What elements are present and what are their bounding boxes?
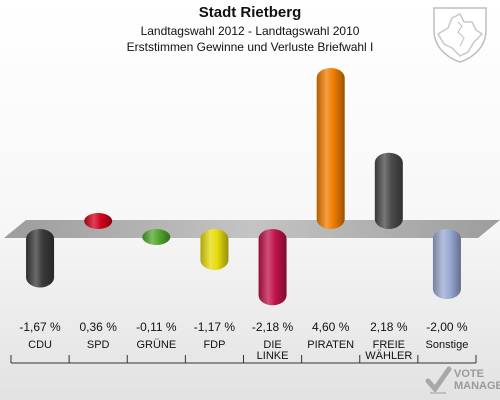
value-label: -1,17 %	[194, 320, 236, 334]
value-label: -0,11 %	[136, 320, 177, 334]
category-label: PIRATEN	[307, 339, 354, 351]
category-label: SPD	[87, 339, 110, 351]
watermark-line-1: VOTE	[454, 368, 484, 380]
bar-fdp	[200, 229, 229, 270]
bar-die-linke	[258, 229, 287, 306]
category-label: Sonstige	[426, 339, 469, 351]
category-label: DIE	[263, 339, 281, 351]
watermark-line-2: MANAGER	[454, 380, 500, 392]
bars-group	[26, 68, 461, 306]
checkmark-icon	[425, 366, 452, 394]
bar-cdu	[26, 229, 55, 288]
value-label: 4,60 %	[312, 320, 350, 334]
category-label: LINKE	[257, 350, 289, 362]
chart-subtitle-2: Erststimmen Gewinne und Verluste Briefwa…	[126, 40, 374, 54]
value-label: 0,36 %	[80, 320, 118, 334]
baseline-plane	[4, 220, 500, 238]
category-label: CDU	[28, 339, 52, 351]
category-label: GRÜNE	[136, 339, 176, 351]
category-label: WÄHLER	[365, 350, 412, 362]
category-label: FDP	[203, 339, 225, 351]
value-label: -2,00 %	[426, 320, 468, 334]
bar-sonstige	[432, 229, 461, 299]
bar-grüne	[142, 229, 171, 245]
bar-spd	[84, 213, 113, 229]
value-label: -1,67 %	[19, 320, 61, 334]
value-labels-group: -1,67 % 0,36 % -0,11 % -1,17 % -2,18 % 4,60 %…	[19, 320, 468, 334]
chart-subtitle: Landtagswahl 2012 - Landtagswahl 2010	[140, 24, 360, 38]
value-label: 2,18 %	[370, 320, 408, 334]
bar-freie-wähler	[374, 152, 403, 229]
coat-of-arms-icon	[433, 7, 487, 63]
chart-title: Stadt Rietberg	[198, 4, 302, 21]
value-label: -2,18 %	[252, 320, 294, 334]
vote-manager-logo: VOTE MANAGER	[424, 365, 500, 399]
bar-piraten	[316, 68, 345, 229]
category-label: FREIE	[373, 339, 405, 351]
